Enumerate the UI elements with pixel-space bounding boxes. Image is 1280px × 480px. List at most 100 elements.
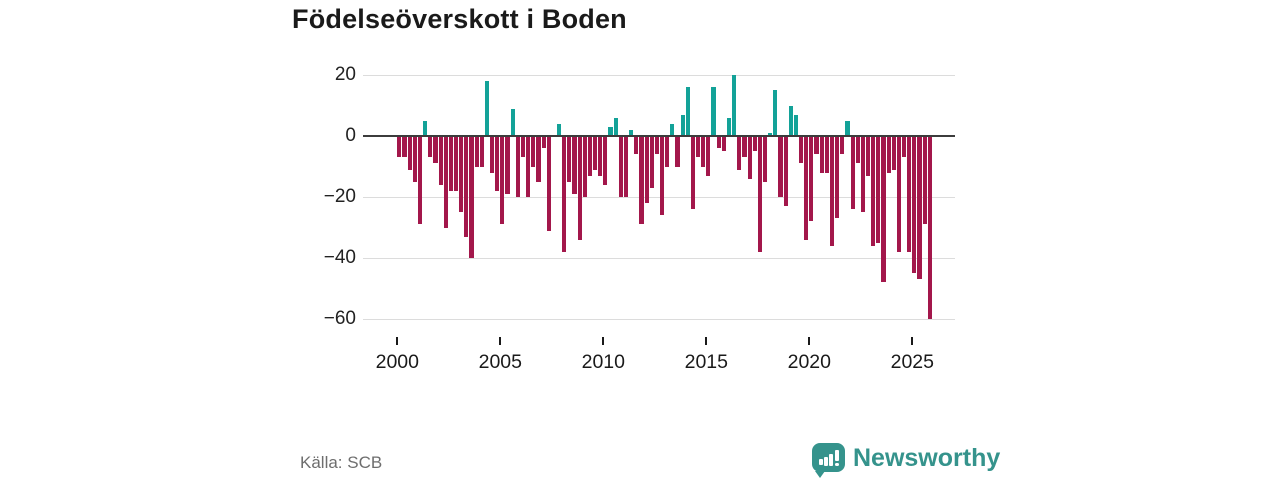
bar-quarter-89 <box>855 136 860 164</box>
bar-quarter-48 <box>644 136 649 204</box>
bar-quarter-95 <box>886 136 891 173</box>
bar-quarter-73 <box>773 90 778 136</box>
bar-quarter-32 <box>562 136 567 252</box>
x-axis-tick-label: 2025 <box>890 351 934 373</box>
bar-quarter-86 <box>840 136 845 155</box>
x-axis-tick-label: 2005 <box>478 351 522 373</box>
x-axis-tick <box>705 337 708 345</box>
bar-quarter-100 <box>912 136 917 274</box>
x-axis-tick <box>911 337 914 345</box>
bar-quarter-5 <box>423 120 428 136</box>
bar-quarter-96 <box>891 136 896 170</box>
icon-exclamation-dot <box>835 463 839 466</box>
bar-quarter-31 <box>556 123 562 136</box>
bar-quarter-82 <box>819 136 824 173</box>
bar-quarter-15 <box>474 136 479 167</box>
bar-quarter-87 <box>845 120 850 136</box>
icon-bar-2 <box>829 454 833 466</box>
bar-quarter-37 <box>587 136 593 176</box>
bar-quarter-53 <box>670 123 675 136</box>
bar-quarter-43 <box>618 136 623 197</box>
bar-quarter-41 <box>608 126 613 136</box>
bar-quarter-35 <box>577 136 582 240</box>
bar-quarter-17 <box>484 81 490 136</box>
bar-quarter-67 <box>742 136 747 158</box>
bar-quarter-57 <box>690 136 696 210</box>
bar-quarter-63 <box>721 136 726 152</box>
bar-quarter-39 <box>598 136 603 176</box>
bar-quarter-16 <box>479 136 484 167</box>
x-axis-tick-label: 2020 <box>787 351 831 373</box>
x-axis-tick-label: 2010 <box>581 351 625 373</box>
bar-quarter-65 <box>732 75 737 136</box>
bar-quarter-80 <box>809 136 814 222</box>
bar-quarter-2 <box>407 136 412 170</box>
bar-quarter-58 <box>696 136 701 158</box>
bar-quarter-51 <box>659 136 665 216</box>
bar-quarter-26 <box>531 136 536 167</box>
x-axis-tick-label: 2015 <box>684 351 728 373</box>
bar-quarter-78 <box>799 136 804 164</box>
bar-quarter-84 <box>829 136 835 246</box>
bar-quarter-14 <box>469 136 474 258</box>
x-axis-tick <box>499 337 502 345</box>
newsworthy-logo[interactable]: Newsworthy <box>812 443 1001 478</box>
bar-quarter-60 <box>706 136 711 176</box>
bar-quarter-76 <box>788 105 793 136</box>
bar-quarter-46 <box>634 136 639 155</box>
bar-quarter-28 <box>541 136 546 149</box>
bar-quarter-79 <box>804 136 809 240</box>
x-axis-tick <box>808 337 811 345</box>
y-axis-tick-label: −20 <box>323 186 356 207</box>
bar-quarter-69 <box>752 136 757 152</box>
bar-quarter-47 <box>639 136 644 225</box>
bar-quarter-103 <box>927 136 932 319</box>
bar-quarter-66 <box>737 136 742 170</box>
bar-quarter-59 <box>701 136 706 167</box>
bar-quarter-9 <box>443 136 448 228</box>
bar-quarter-40 <box>603 136 608 185</box>
bar-quarter-45 <box>629 129 634 136</box>
gridline-y--20 <box>363 197 955 198</box>
bar-quarter-4 <box>417 136 423 225</box>
bar-chart-speech-bubble-icon <box>812 443 845 478</box>
bar-quarter-23 <box>515 136 520 197</box>
bar-quarter-21 <box>505 136 510 194</box>
bar-quarter-1 <box>402 136 407 158</box>
source-caption: Källa: SCB <box>300 453 383 472</box>
bar-quarter-27 <box>536 136 541 182</box>
bar-quarter-75 <box>783 136 788 207</box>
bar-quarter-54 <box>675 136 680 167</box>
bar-quarter-0 <box>397 136 402 158</box>
bar-quarter-6 <box>428 136 433 158</box>
bar-quarter-7 <box>433 136 438 164</box>
bar-quarter-56 <box>685 87 690 136</box>
bar-quarter-49 <box>649 136 654 188</box>
x-axis-tick <box>602 337 605 345</box>
x-axis-tick <box>396 337 399 345</box>
bar-quarter-13 <box>464 136 469 237</box>
bar-quarter-99 <box>907 136 912 252</box>
zero-axis-line <box>363 135 955 137</box>
bar-quarter-101 <box>917 136 922 280</box>
y-axis-tick-label: −60 <box>323 308 356 329</box>
bar-quarter-94 <box>881 136 886 283</box>
bar-quarter-55 <box>680 114 685 136</box>
icon-exclamation-stem <box>835 450 839 461</box>
bar-quarter-29 <box>546 136 551 231</box>
bar-quarter-97 <box>896 136 902 252</box>
bar-quarter-98 <box>902 136 907 158</box>
y-axis-tick-label: 20 <box>334 64 356 85</box>
bar-quarter-91 <box>865 136 871 176</box>
bar-quarter-36 <box>582 136 587 197</box>
bar-quarter-24 <box>520 136 526 158</box>
bar-quarter-88 <box>850 136 855 210</box>
brand-wordmark: Newsworthy <box>853 444 1001 472</box>
icon-bar-1 <box>824 457 828 466</box>
bar-quarter-81 <box>814 136 819 155</box>
gridline-y-20 <box>363 75 955 76</box>
x-axis-tick-label: 2000 <box>375 351 419 373</box>
bar-quarter-68 <box>747 136 752 179</box>
